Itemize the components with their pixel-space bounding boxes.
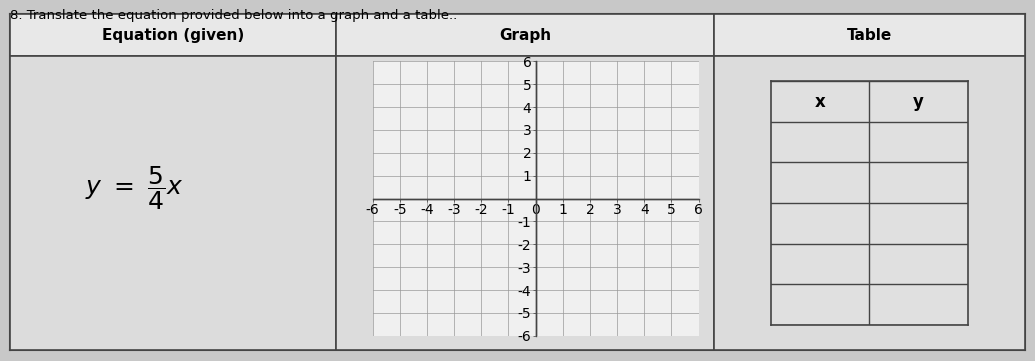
Text: x: x [815,92,826,110]
Text: $y\ =\ \dfrac{5}{4}x$: $y\ =\ \dfrac{5}{4}x$ [85,165,183,212]
Text: Equation (given): Equation (given) [102,28,244,43]
Text: Table: Table [847,28,892,43]
Text: Graph: Graph [499,28,552,43]
Text: 8. Translate the equation provided below into a graph and a table..: 8. Translate the equation provided below… [10,9,457,22]
Text: y: y [913,92,924,110]
